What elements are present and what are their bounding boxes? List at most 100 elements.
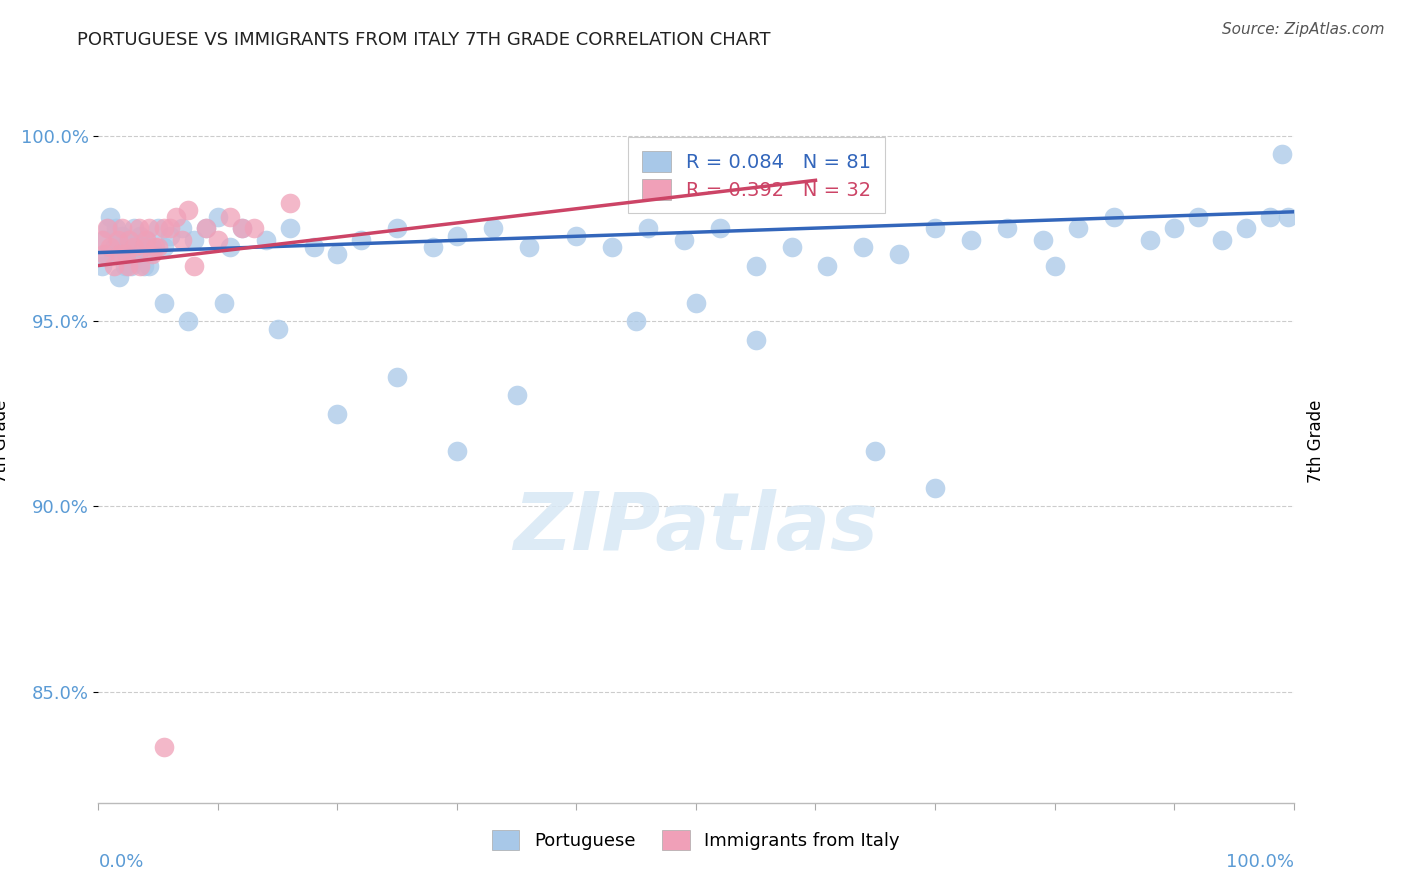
Point (207, 211, 229, 225)
Point (326, 247, 349, 261)
Point (195, 221, 218, 235)
Point (103, 240, 125, 254)
Point (114, 259, 136, 273)
Point (780, 240, 803, 254)
Point (118, 233, 141, 247)
Point (153, 740, 176, 755)
Point (115, 247, 138, 261)
Point (108, 240, 131, 254)
Text: 0.0%: 0.0% (98, 854, 143, 871)
Text: ZIPatlas: ZIPatlas (513, 489, 879, 567)
Point (148, 240, 170, 254)
Point (128, 221, 150, 235)
Point (105, 221, 128, 235)
Point (132, 259, 155, 273)
Point (231, 221, 253, 235)
Point (91, 259, 114, 273)
Point (626, 314, 648, 328)
Point (326, 407, 349, 421)
Point (153, 240, 176, 254)
Point (1067, 221, 1090, 235)
Point (97, 221, 120, 235)
Point (159, 228, 181, 243)
Point (135, 233, 157, 247)
Point (117, 259, 139, 273)
Point (219, 240, 242, 254)
Point (121, 247, 143, 261)
Point (141, 240, 163, 254)
Point (602, 240, 624, 254)
Point (243, 221, 266, 235)
Point (153, 295, 176, 310)
Point (852, 240, 875, 254)
Point (267, 321, 290, 335)
Point (1187, 211, 1209, 225)
Point (129, 228, 152, 243)
Point (98, 211, 122, 225)
Point (107, 233, 129, 247)
Point (138, 259, 160, 273)
Point (93, 233, 115, 247)
Point (422, 240, 444, 254)
Point (517, 240, 540, 254)
Point (101, 247, 124, 261)
Y-axis label: 7th Grade: 7th Grade (1308, 400, 1326, 483)
Point (212, 295, 235, 310)
Point (195, 221, 218, 235)
Point (141, 247, 163, 261)
Point (111, 228, 134, 243)
Point (960, 233, 983, 247)
Point (1211, 233, 1233, 247)
Point (506, 388, 529, 402)
Point (124, 240, 146, 254)
Text: Source: ZipAtlas.com: Source: ZipAtlas.com (1222, 22, 1385, 37)
Point (745, 259, 768, 273)
Point (995, 221, 1018, 235)
Point (127, 247, 149, 261)
Point (1032, 233, 1054, 247)
Point (219, 211, 242, 225)
Point (817, 259, 839, 273)
Point (302, 240, 325, 254)
Point (93, 247, 115, 261)
Point (1277, 211, 1299, 225)
Point (111, 221, 134, 235)
Point (96, 221, 118, 235)
Point (132, 240, 155, 254)
Point (129, 259, 152, 273)
Point (159, 221, 181, 235)
Point (254, 233, 277, 247)
Point (385, 369, 409, 384)
Point (94, 247, 117, 261)
Point (745, 333, 768, 347)
Point (91, 233, 114, 247)
Point (117, 233, 139, 247)
Point (231, 221, 253, 235)
Point (1104, 211, 1126, 225)
Point (1139, 233, 1161, 247)
Point (565, 228, 588, 243)
Point (103, 259, 125, 273)
Point (183, 233, 205, 247)
Point (1163, 221, 1185, 235)
Legend: Portuguese, Immigrants from Italy: Portuguese, Immigrants from Italy (484, 821, 908, 859)
Point (637, 221, 659, 235)
Point (924, 221, 946, 235)
Text: PORTUGUESE VS IMMIGRANTS FROM ITALY 7TH GRADE CORRELATION CHART: PORTUGUESE VS IMMIGRANTS FROM ITALY 7TH … (77, 31, 770, 49)
Point (446, 228, 468, 243)
Text: 100.0%: 100.0% (1226, 854, 1294, 871)
Point (350, 233, 373, 247)
Point (98, 240, 122, 254)
Y-axis label: 7th Grade: 7th Grade (0, 400, 10, 483)
Point (1234, 221, 1257, 235)
Point (709, 221, 731, 235)
Point (278, 195, 301, 210)
Point (482, 221, 505, 235)
Point (183, 259, 205, 273)
Point (143, 240, 166, 254)
Point (107, 269, 129, 284)
Point (1043, 259, 1066, 273)
Point (165, 211, 187, 225)
Point (135, 233, 157, 247)
Point (148, 221, 170, 235)
